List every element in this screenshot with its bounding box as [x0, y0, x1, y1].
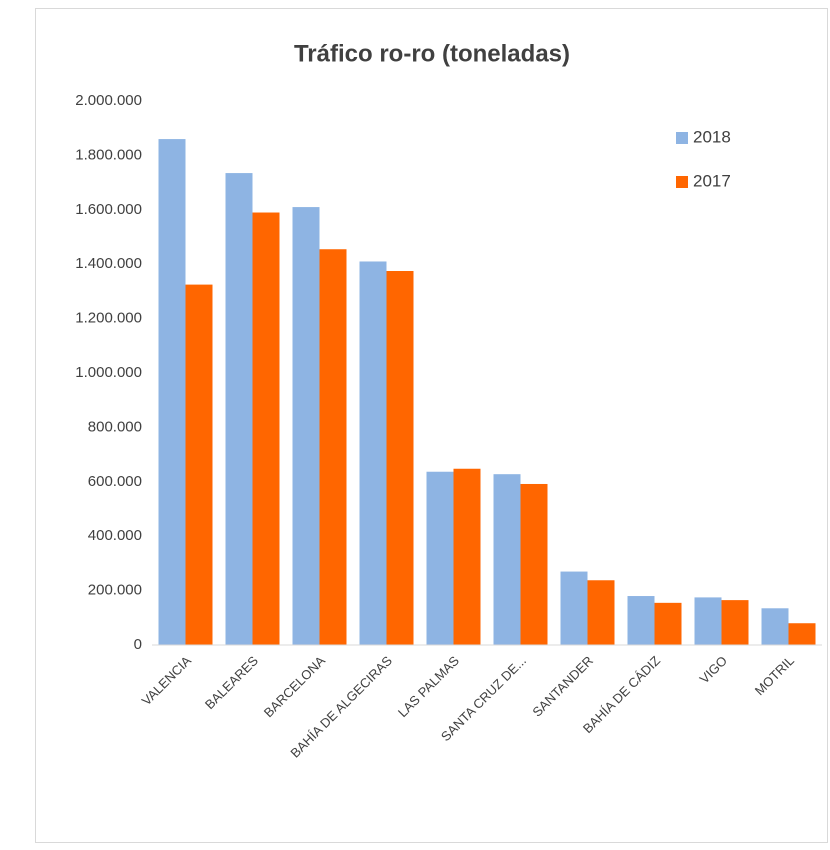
bar [386, 271, 414, 645]
bar [788, 623, 816, 645]
y-tick-label: 400.000 [88, 527, 142, 544]
legend-label: 2017 [693, 171, 731, 190]
bar [654, 602, 682, 645]
y-tick-label: 200.000 [88, 582, 142, 599]
bar [493, 474, 521, 645]
bar [319, 249, 347, 646]
bar [359, 261, 387, 645]
y-tick-label: 1.000.000 [75, 364, 142, 381]
y-tick-label: 800.000 [88, 418, 142, 435]
y-tick-label: 0 [134, 636, 142, 653]
bar [627, 596, 655, 645]
bar [520, 483, 548, 645]
y-tick-label: 600.000 [88, 473, 142, 490]
bar [426, 471, 454, 645]
legend-swatch [676, 176, 688, 188]
bar [453, 468, 481, 645]
bar [185, 284, 213, 645]
bar [158, 139, 186, 645]
bar [761, 608, 789, 645]
y-tick-label: 1.600.000 [75, 201, 142, 218]
bar [292, 207, 320, 645]
y-tick-label: 1.400.000 [75, 255, 142, 272]
bar [694, 597, 722, 645]
chart-title: Tráfico ro-ro (toneladas) [294, 40, 570, 67]
y-tick-label: 1.200.000 [75, 310, 142, 327]
legend-swatch [676, 132, 688, 144]
bar [560, 571, 588, 645]
bar [225, 173, 253, 645]
y-tick-label: 1.800.000 [75, 146, 142, 163]
bar [587, 580, 615, 645]
legend-label: 2018 [693, 127, 731, 146]
y-tick-label: 2.000.000 [75, 92, 142, 109]
bar [252, 212, 280, 645]
bar [721, 600, 749, 645]
